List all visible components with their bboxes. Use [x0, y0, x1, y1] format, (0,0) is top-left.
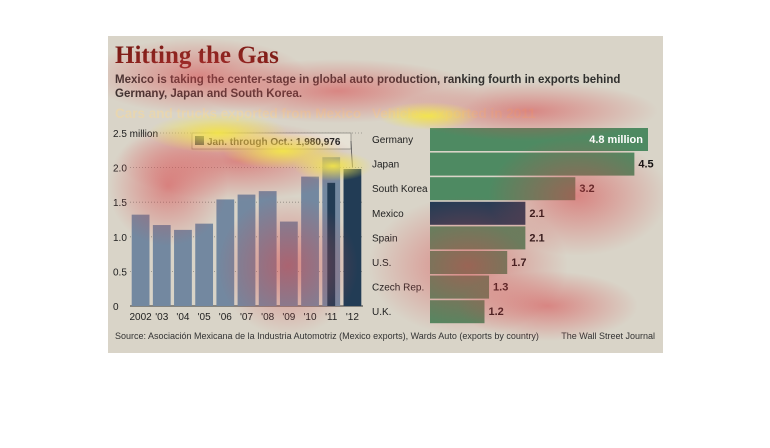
source-note: Source: Asociación Mexicana de la Indust…	[115, 331, 539, 341]
category-label: U.S.	[372, 258, 391, 269]
hbar	[430, 177, 576, 201]
value-label: 4.8 million	[589, 134, 643, 146]
country-exports-chart: Germany 4.8 million Japan 4.5 South Korea 3.2…	[372, 128, 654, 324]
category-label: Japan	[372, 160, 399, 171]
publisher-credit: The Wall Street Journal	[561, 331, 655, 341]
hbar	[430, 300, 485, 324]
y-tick-label: 0	[113, 302, 119, 313]
value-label: 1.3	[493, 282, 508, 294]
category-label: Mexico	[372, 209, 404, 220]
category-label: U.K.	[372, 307, 391, 318]
hbar	[430, 152, 635, 176]
value-label: 3.2	[579, 183, 594, 195]
value-label: 2.1	[529, 232, 544, 244]
hbar	[430, 275, 490, 299]
category-label: South Korea	[372, 184, 428, 195]
x-tick-label: '05	[198, 312, 211, 323]
x-tick-label: '03	[155, 312, 168, 323]
bar	[174, 229, 192, 306]
x-tick-label: 2002	[129, 312, 152, 323]
chart-figure: Hitting the Gas Mexico is taking the cen…	[108, 36, 663, 353]
category-label: Germany	[372, 135, 413, 146]
category-label: Spain	[372, 233, 398, 244]
category-label: Czech Rep.	[372, 283, 424, 294]
value-label: 2.1	[529, 208, 544, 220]
y-tick-label: 0.5	[113, 267, 127, 278]
x-tick-label: '04	[176, 312, 189, 323]
hbar	[430, 201, 526, 225]
hbar	[430, 251, 508, 274]
value-label: 1.2	[489, 306, 504, 318]
value-label: 4.5	[638, 159, 653, 171]
value-label: 1.7	[511, 257, 526, 269]
hbar	[430, 226, 526, 250]
